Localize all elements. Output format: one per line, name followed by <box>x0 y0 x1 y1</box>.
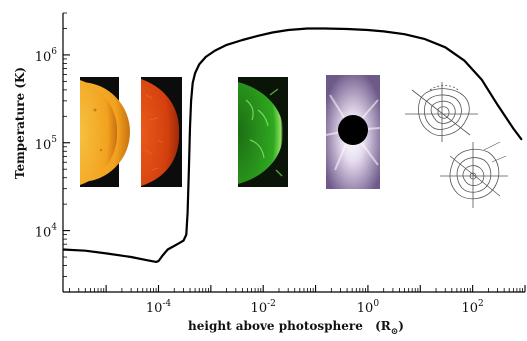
x-tick-exponent: 2 <box>478 299 484 309</box>
y-tick-exponent: 6 <box>51 47 57 57</box>
y-tick-base: 10 <box>35 50 52 65</box>
x-tick-base: 10 <box>462 301 479 316</box>
x-tick-label: 10-4 <box>146 299 172 316</box>
x-axis-unit: R <box>381 319 392 333</box>
x-tick-exponent: -2 <box>267 299 276 309</box>
coronagraph-contour-sketch-top <box>405 82 478 142</box>
green-euv-corona-photo <box>238 77 288 187</box>
x-axis-unit-symbol: ⊙ <box>391 327 399 337</box>
x-tick-label: 10-2 <box>251 299 276 316</box>
y-tick-base: 10 <box>35 138 52 153</box>
y-tick-exponent: 5 <box>51 135 57 145</box>
x-tick-base: 10 <box>357 301 374 316</box>
x-tick-exponent: -4 <box>162 299 171 309</box>
inset-photos <box>80 75 508 208</box>
x-axis-ticks: 10-4 10-2 100 102 <box>69 285 526 316</box>
y-tick-base: 10 <box>35 226 52 241</box>
x-tick-base: 10 <box>146 301 163 316</box>
x-axis-title-text: height above photosphere <box>188 319 363 333</box>
y-tick-exponent: 4 <box>51 223 57 233</box>
x-tick-exponent: 0 <box>373 299 379 309</box>
eclipse-corona-photo <box>325 75 381 189</box>
y-tick-label: 106 <box>35 47 58 65</box>
y-axis-title: Temperature (K) <box>13 67 27 179</box>
x-tick-label: 100 <box>357 299 380 316</box>
x-tick-label: 102 <box>462 299 484 316</box>
y-tick-label: 105 <box>35 135 58 153</box>
visible-sun-photo <box>80 77 130 187</box>
red-chromosphere-sun-photo <box>141 77 182 187</box>
y-tick-label: 104 <box>35 223 58 241</box>
coronagraph-contour-sketch-bottom <box>440 141 508 208</box>
x-tick-base: 10 <box>251 301 268 316</box>
x-axis-title: height above photosphere (R⊙) <box>188 319 404 337</box>
temperature-curve <box>63 27 523 263</box>
